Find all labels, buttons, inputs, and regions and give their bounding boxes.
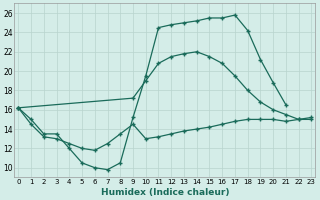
X-axis label: Humidex (Indice chaleur): Humidex (Indice chaleur) — [100, 188, 229, 197]
